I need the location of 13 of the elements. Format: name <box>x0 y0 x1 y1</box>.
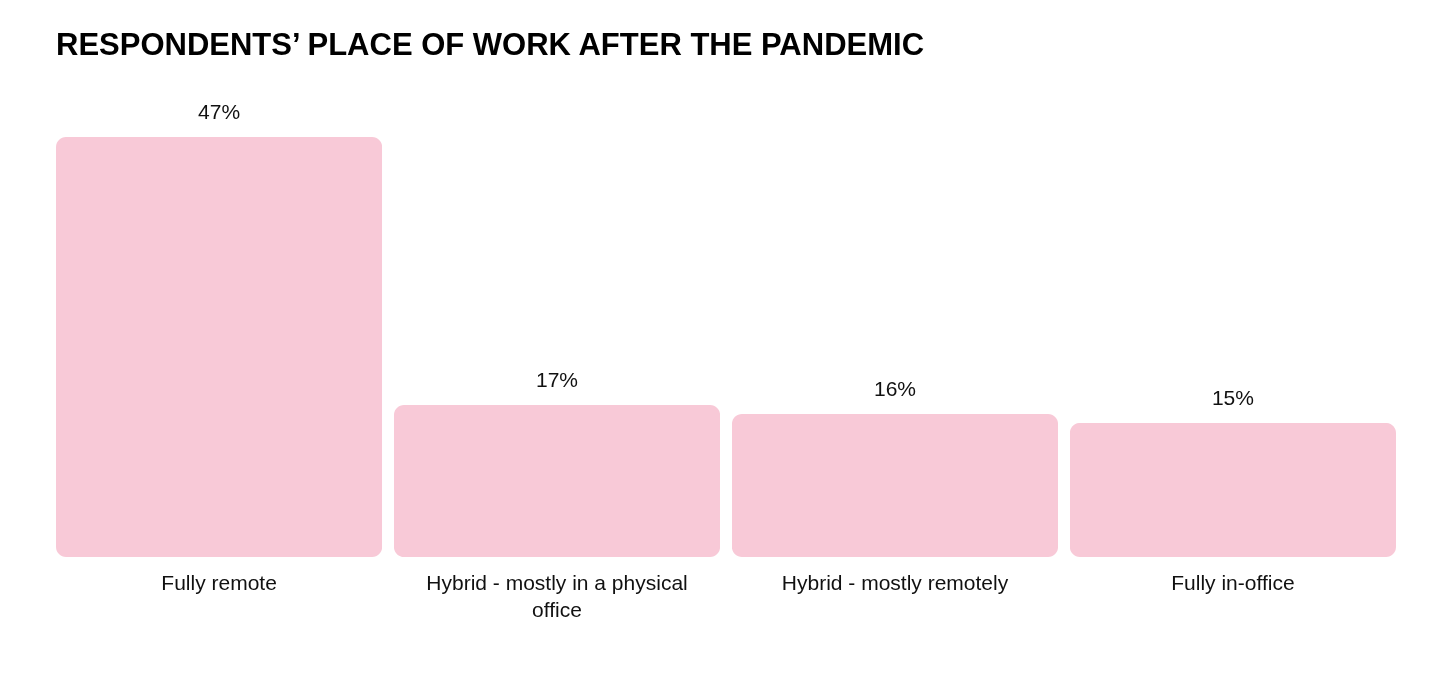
chart-title: RESPONDENTS’ PLACE OF WORK AFTER THE PANDEMIC <box>56 27 925 62</box>
bar <box>1069 422 1396 557</box>
x-tick-label: Hybrid - mostly in a physical office <box>426 571 688 621</box>
bar <box>393 405 721 557</box>
data-label: 17% <box>536 368 579 392</box>
data-label: 16% <box>873 377 916 401</box>
data-label: 47% <box>198 100 241 123</box>
x-tick-label: Fully in-office <box>1171 571 1295 594</box>
x-tick-label: Fully remote <box>161 571 277 594</box>
bar <box>56 137 383 557</box>
bar <box>731 414 1059 557</box>
data-label: 15% <box>1211 385 1254 409</box>
x-tick-label: Hybrid - mostly remotely <box>781 571 1009 594</box>
